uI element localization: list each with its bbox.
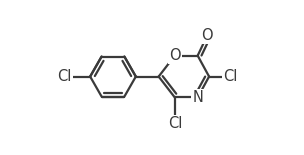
Text: N: N [192, 90, 203, 105]
Text: O: O [201, 28, 213, 43]
Text: Cl: Cl [168, 116, 182, 131]
Text: O: O [169, 48, 181, 63]
Text: Cl: Cl [223, 69, 237, 84]
Text: Cl: Cl [57, 69, 72, 84]
